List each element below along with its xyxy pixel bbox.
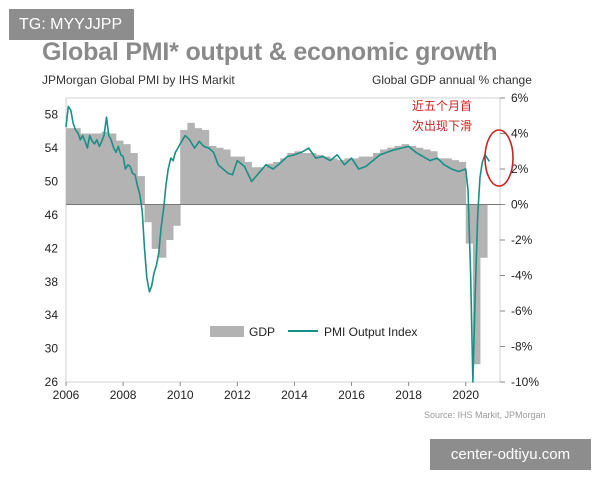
gdp-bar-44 (380, 149, 388, 205)
right-tick-label--10: -10% (511, 375, 539, 389)
gdp-bar-47 (401, 144, 410, 205)
gdp-bar-0 (66, 128, 74, 205)
left-tick-label-46: 46 (45, 208, 59, 222)
right-tick-label--4: -4% (511, 269, 533, 283)
right-tick-label--8: -8% (511, 340, 533, 354)
gdp-bar-42 (365, 156, 374, 205)
gdp-bar-53 (444, 158, 452, 205)
annotation-line-2: 次出现下滑 (412, 119, 473, 133)
gdp-bar-33 (301, 153, 310, 205)
right-tick-label-2: 2% (511, 162, 529, 176)
gdp-bar-7 (115, 140, 124, 205)
gdp-bar-14 (165, 204, 174, 240)
gdp-bar-43 (372, 153, 381, 205)
legend-gdp-label: GDP (249, 325, 275, 339)
gdp-bar-40 (351, 158, 360, 205)
left-tick-label-38: 38 (45, 275, 59, 289)
left-tick-label-34: 34 (45, 308, 59, 322)
right-tick-label-4: 4% (511, 127, 529, 141)
x-tick-label-2016: 2016 (338, 388, 365, 402)
gdp-bar-39 (344, 158, 352, 205)
x-tick-label-2018: 2018 (395, 388, 422, 402)
annotation-line-1: 近五个月首 (412, 99, 473, 113)
gdp-bar-24 (237, 156, 245, 205)
gdp-bar-5 (101, 131, 110, 205)
x-tick-label-2014: 2014 (281, 388, 308, 402)
gdp-bar-12 (151, 204, 160, 249)
gdp-bar-32 (294, 151, 302, 205)
right-tick-label-6: 6% (511, 91, 529, 105)
gdp-bar-8 (123, 144, 131, 205)
x-tick-label-2010: 2010 (167, 388, 194, 402)
gdp-bar-21 (215, 147, 224, 205)
chart-title: Global PMI* output & economic growth (42, 38, 498, 66)
gdp-bar-58 (480, 204, 488, 258)
gdp-bar-16 (180, 129, 188, 205)
left-tick-label-30: 30 (45, 342, 59, 356)
left-tick-label-42: 42 (45, 241, 59, 255)
legend-gdp-swatch (210, 326, 244, 337)
gdp-bar-36 (322, 156, 331, 205)
gdp-bar-54 (451, 160, 459, 205)
gdp-bar-27 (258, 167, 267, 205)
gdp-bar-22 (223, 149, 231, 205)
source-note: Source: IHS Markit, JPMorgan (424, 410, 546, 420)
gdp-bar-29 (273, 161, 281, 205)
left-axis-subtitle: JPMorgan Global PMI by IHS Markit (42, 73, 235, 87)
left-tick-label-50: 50 (45, 175, 59, 189)
x-tick-label-2012: 2012 (224, 388, 251, 402)
annotation-ellipse (484, 129, 514, 187)
pmi-line (65, 105, 491, 383)
right-tick-label-0: 0% (511, 198, 529, 212)
gdp-bar-34 (308, 153, 317, 205)
channel-tag: TG: MYYJJPP (9, 9, 134, 40)
x-tick-label-2006: 2006 (53, 388, 80, 402)
site-watermark: center-odtiyu.com (430, 439, 591, 470)
gdp-bar-49 (415, 147, 424, 205)
right-tick-label--2: -2% (511, 233, 533, 247)
gdp-bar-31 (287, 153, 295, 205)
gdp-bar-48 (408, 145, 417, 205)
gdp-bar-57 (472, 204, 481, 365)
gdp-bar-46 (394, 145, 402, 205)
left-tick-label-58: 58 (45, 108, 59, 122)
gdp-bar-18 (194, 128, 203, 205)
gdp-bar-15 (173, 204, 181, 226)
gdp-bar-10 (137, 176, 145, 205)
gdp-bar-55 (458, 161, 467, 205)
gdp-bar-30 (280, 158, 288, 205)
gdp-bar-23 (230, 156, 238, 205)
gdp-bar-50 (422, 149, 431, 205)
gdp-bar-20 (208, 145, 217, 205)
gdp-bar-52 (437, 158, 445, 205)
gdp-bar-25 (244, 161, 252, 205)
left-tick-label-26: 26 (45, 375, 59, 389)
gdp-bar-19 (201, 129, 210, 205)
gdp-bar-9 (130, 153, 138, 205)
gdp-bar-28 (265, 163, 274, 205)
left-tick-label-54: 54 (45, 141, 59, 155)
gdp-bar-26 (251, 167, 260, 205)
gdp-bar-4 (94, 133, 103, 205)
gdp-bar-35 (315, 154, 324, 205)
gdp-bar-37 (330, 158, 338, 205)
gdp-bar-1 (73, 128, 81, 205)
gdp-bar-6 (108, 133, 117, 205)
gdp-bar-17 (187, 122, 195, 205)
gdp-bar-13 (158, 204, 167, 258)
x-tick-label-2008: 2008 (110, 388, 137, 402)
gdp-bar-38 (337, 160, 345, 205)
gdp-bar-45 (387, 147, 395, 205)
gdp-bar-3 (87, 133, 95, 205)
gdp-bar-11 (144, 204, 153, 223)
gdp-bar-51 (430, 151, 438, 205)
right-tick-label--6: -6% (511, 304, 533, 318)
x-tick-label-2020: 2020 (452, 388, 479, 402)
right-axis-subtitle: Global GDP annual % change (372, 73, 532, 87)
gdp-bar-2 (80, 133, 88, 205)
gdp-bar-41 (358, 156, 367, 205)
plot-frame (65, 97, 501, 383)
legend-pmi-label: PMI Output Index (324, 325, 417, 339)
